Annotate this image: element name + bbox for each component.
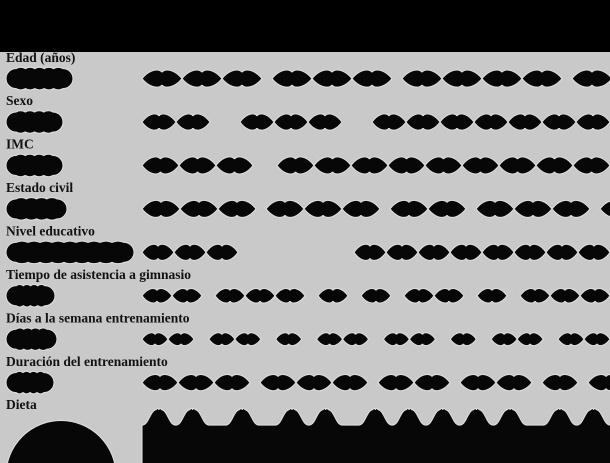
svg-text:Estado civil: Estado civil — [6, 180, 73, 195]
svg-text:IMC: IMC — [6, 137, 34, 152]
svg-text:Sexo: Sexo — [6, 93, 33, 108]
svg-text:Dieta: Dieta — [6, 397, 37, 412]
svg-text:Días a la semana entrenamiento: Días a la semana entrenamiento — [6, 310, 190, 325]
svg-text:Edad (años): Edad (años) — [6, 52, 75, 65]
svg-text:Duración del entrenamiento: Duración del entrenamiento — [6, 354, 168, 369]
svg-text:Nivel educativo: Nivel educativo — [6, 224, 95, 239]
svg-text:Tiempo de asistencia a gimnasi: Tiempo de asistencia a gimnasio — [6, 267, 191, 282]
